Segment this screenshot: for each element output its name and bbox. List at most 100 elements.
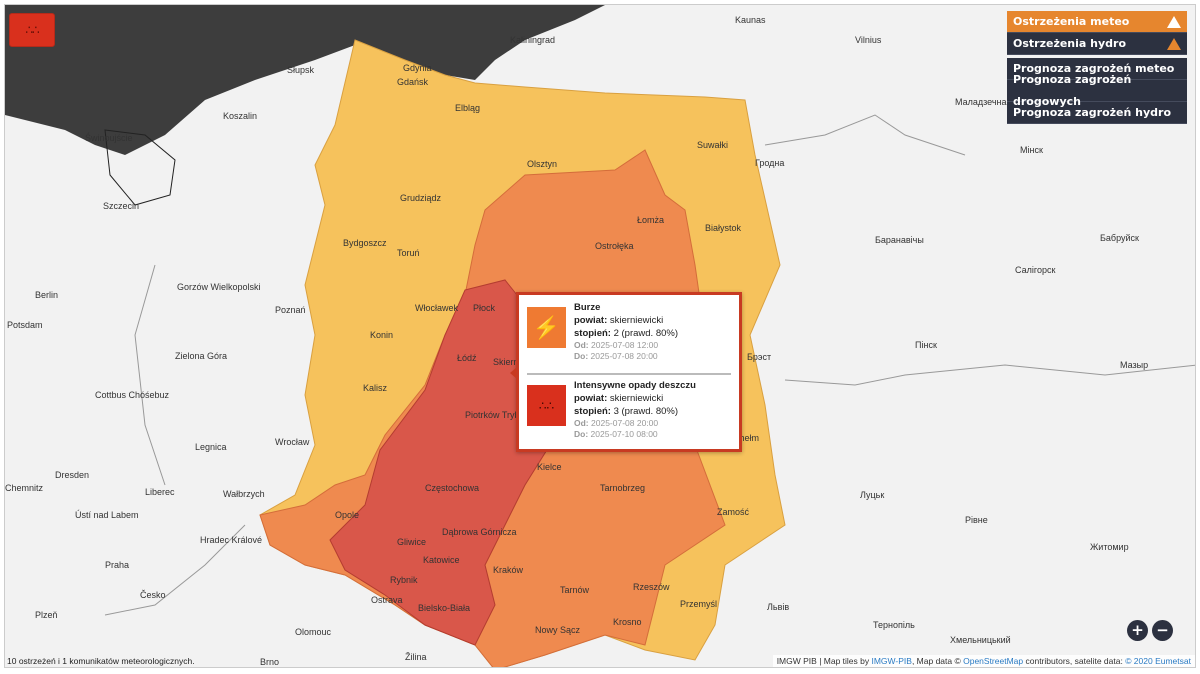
city-label: Płock [473,303,496,313]
city-label: Legnica [195,442,227,452]
map-view[interactable]: Gdańsk Gdynia Słupsk Koszalin Elbląg Olsztyn S… [4,4,1196,668]
city-label: Słupsk [287,65,315,75]
od-value: 2025-07-08 20:00 [591,418,659,428]
city-label: Česko [140,590,166,600]
city-label: Plzeň [35,610,58,620]
powiat-label: powiat: [574,393,608,404]
city-label: Częstochowa [425,483,480,493]
city-label: Kaunas [735,15,766,25]
warning-title: Intensywne opady deszczu [574,380,696,391]
city-label: Bydgoszcz [343,238,387,248]
menu-prognoza-hydro[interactable]: Prognoza zagrożeń hydro [1007,102,1187,124]
city-label: Suwałki [697,140,729,150]
city-label: Рівне [965,515,988,525]
city-label: Piotrków Trybunalski [465,410,548,420]
city-label: Grudziądz [400,193,442,203]
city-label: Žilina [405,652,427,662]
rain-drops-icon[interactable]: ∴∴ [9,13,55,47]
city-label: Gdynia [403,63,432,73]
lightning-icon: ⚡ [527,307,566,348]
attribution: IMGW PIB | Map tiles by IMGW-PIB, Map da… [772,655,1195,667]
layer-menu: Ostrzeżenia meteo Ostrzeżenia hydro Prog… [1007,11,1187,124]
city-label: Koszalin [223,111,258,121]
city-label: Świnoujście [85,133,133,143]
od-value: 2025-07-08 12:00 [591,340,659,350]
menu-prognoza-drogowych[interactable]: Prognoza zagrożeń drogowych [1007,73,1187,108]
zoom-controls: + − [1127,620,1173,641]
city-label: Opole [335,510,360,520]
warning-item: ∴∴ Intensywne opady deszczu powiat: skie… [527,379,731,449]
city-label: Olomouc [295,627,332,637]
city-label: Liberec [145,487,175,497]
city-label: Białystok [705,223,742,233]
stopien-label: stopień: [574,328,611,339]
osm-link[interactable]: OpenStreetMap [963,656,1024,666]
city-label: Луцьк [860,490,885,500]
menu-prognoza-meteo[interactable]: Prognoza zagrożeń meteo [1007,58,1187,80]
imgw-link[interactable]: IMGW-PIB [871,656,912,666]
warning-title: Burze [574,302,601,313]
hatched-area [104,129,176,206]
city-label: Łódź [457,353,477,363]
city-label: Katowice [423,555,460,565]
city-label: Баранавічы [875,235,924,245]
zoom-out-button[interactable]: − [1152,620,1173,641]
do-value: 2025-07-08 20:00 [590,351,658,361]
zoom-in-button[interactable]: + [1127,620,1148,641]
city-label: Бабруйск [1100,233,1139,243]
city-label: Zielona Góra [175,351,228,361]
city-label: Ústí nad Labem [75,510,139,520]
menu-label: Prognoza zagrożeń hydro [1013,105,1172,119]
city-label: Rybnik [390,575,418,585]
city-label: Tarnów [560,585,590,595]
rain-drops-icon: ∴∴ [527,385,566,426]
warning-icon [1167,15,1181,28]
city-label: Kalisz [363,383,388,393]
city-label: Мазыр [1120,360,1149,370]
city-label: Гродна [755,158,785,168]
city-label: Szczecin [103,201,140,211]
city-label: Tarnobrzeg [600,483,646,493]
city-label: Пінск [915,340,937,350]
powiat-label: powiat: [574,315,608,326]
menu-label: Prognoza zagrożeń meteo [1013,61,1175,75]
city-label: Dresden [55,470,90,480]
warning-icon [1167,37,1181,50]
od-label: Od: [574,340,589,350]
sea-satellite [5,5,605,155]
city-label: Rzeszów [633,582,670,592]
city-label: Włocławek [415,303,459,313]
city-label: Olsztyn [527,159,558,169]
city-label: Kraków [493,565,524,575]
city-label: Krosno [613,617,642,627]
city-label: Dąbrowa Górnicza [442,527,517,537]
status-text: 10 ostrzeżeń i 1 komunikatów meteorologi… [7,656,195,666]
city-label: Zamość [717,507,750,517]
city-label: Poznań [275,305,306,315]
do-label: Do: [574,429,589,439]
city-label: Toruń [397,248,420,258]
menu-label: Ostrzeżenia hydro [1013,36,1127,50]
od-label: Od: [574,418,589,428]
eumetsat-link[interactable]: © 2020 Eumetsat [1125,656,1191,666]
city-label: Маладзечна [955,97,1007,107]
do-label: Do: [574,351,589,361]
city-label: Тернопіль [873,620,915,630]
city-label: Ostrava [371,595,403,605]
stopien-label: stopień: [574,406,611,417]
city-label: Konin [370,330,394,340]
menu-ostrzezenia-meteo[interactable]: Ostrzeżenia meteo [1007,11,1187,33]
warning-item: ⚡ Burze powiat: skierniewicki stopień: 2… [527,301,731,371]
menu-ostrzezenia-hydro[interactable]: Ostrzeżenia hydro [1007,33,1187,55]
city-label: Хмельницький [950,635,1011,645]
do-value: 2025-07-10 08:00 [590,429,658,439]
powiat-value: skierniewicki [609,315,664,326]
city-label: Praha [105,560,130,570]
city-label: Ostrołęka [595,241,634,251]
menu-label: Prognoza zagrożeń drogowych [1013,72,1132,108]
city-label: Gliwice [397,537,427,547]
city-label: Wrocław [275,437,310,447]
city-label: Gorzów Wielkopolski [177,282,261,292]
city-label: Cottbus Chóśebuz [95,390,170,400]
stopien-value: 3 (prawd. 80%) [613,406,679,417]
